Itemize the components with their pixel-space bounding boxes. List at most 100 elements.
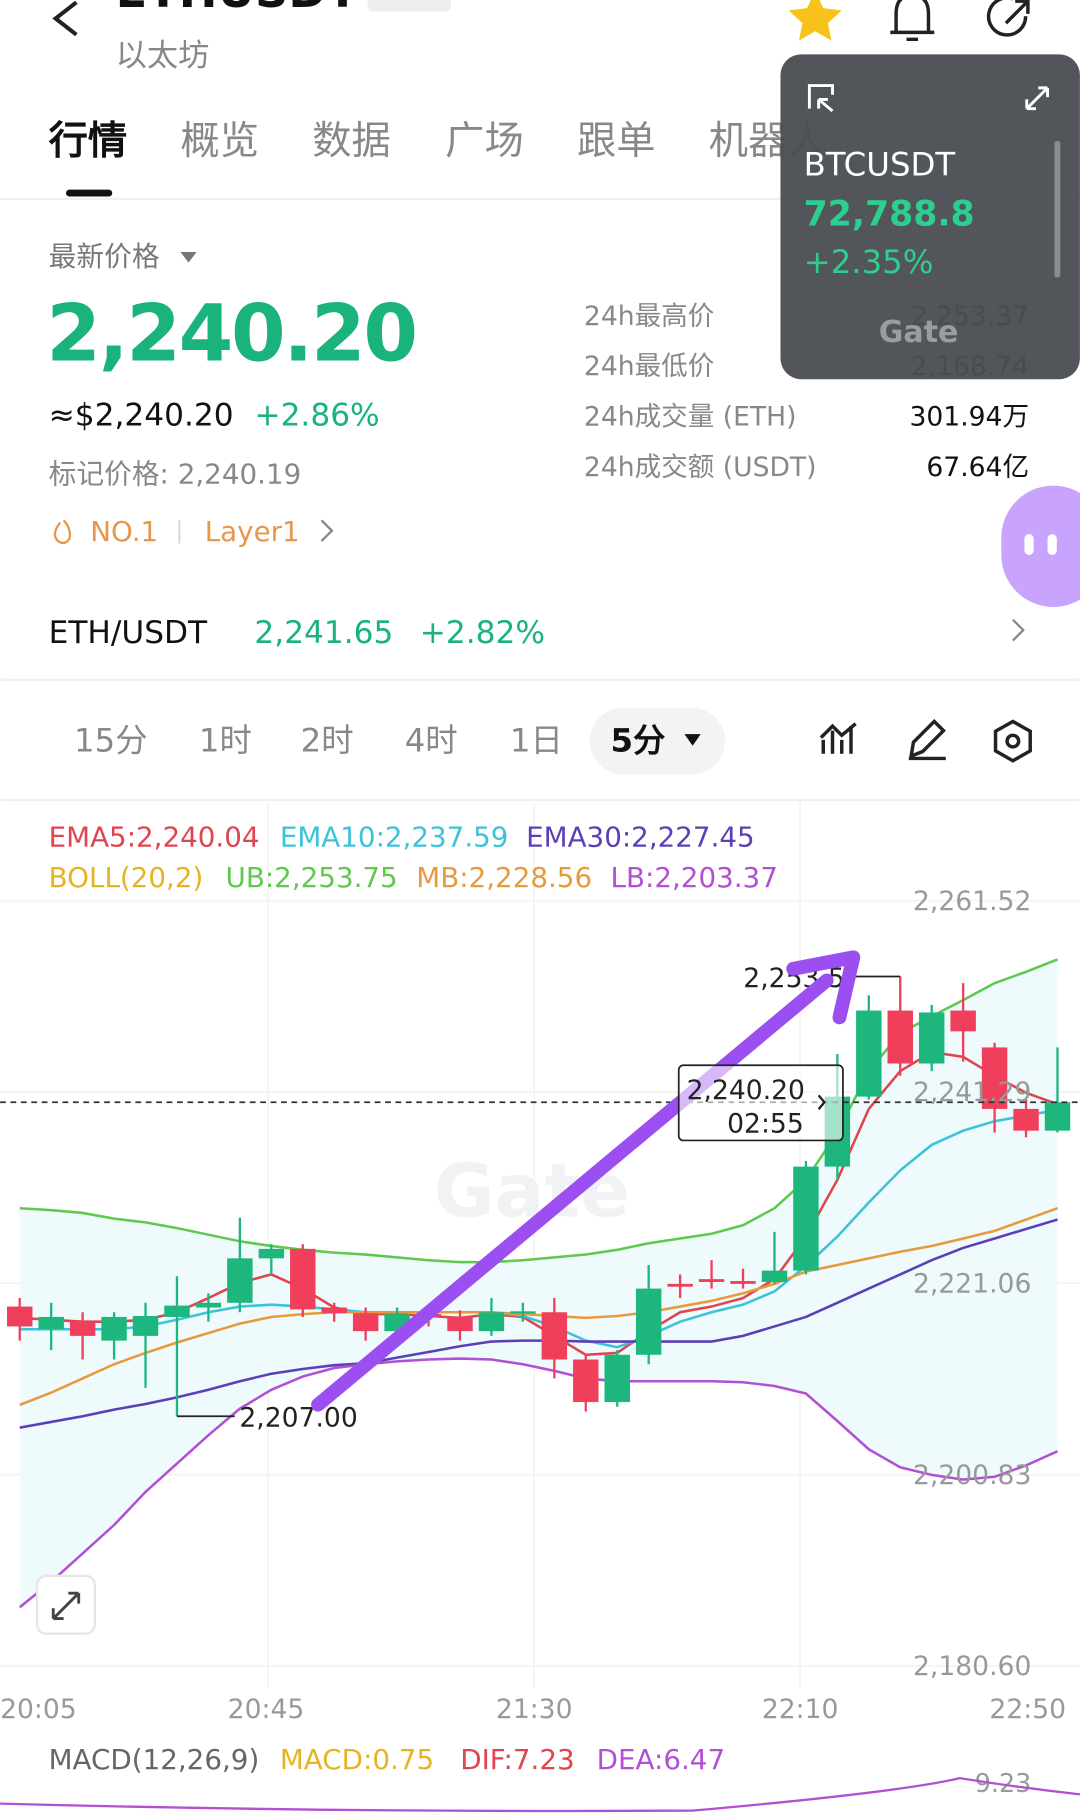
active-interval-pill[interactable] — [589, 707, 725, 775]
x-tick-label: 22:10 — [762, 1694, 839, 1725]
fullscreen-icon — [51, 1591, 81, 1621]
candle-body — [132, 1316, 159, 1336]
y-tick-label: 2,221.06 — [913, 1269, 1031, 1300]
spot-pair[interactable]: ETH/USDT — [49, 615, 208, 651]
price-box-value: 2,240.20 — [687, 1075, 805, 1106]
candle-body — [321, 1307, 347, 1314]
back-button[interactable] — [52, 0, 78, 37]
candle-body — [981, 1047, 1008, 1109]
favorite-icon[interactable] — [788, 0, 842, 41]
tab[interactable]: 概览 — [180, 119, 259, 164]
indicator-line — [19, 1207, 1058, 1407]
alert-icon[interactable] — [890, 0, 935, 42]
macd-dea: DEA:6.47 — [597, 1743, 725, 1776]
sector-tag[interactable]: Layer1 — [205, 515, 300, 548]
stat-value: 67.64亿 — [926, 452, 1029, 483]
stat-label: 24h最高价 — [584, 301, 714, 332]
share-icon[interactable] — [986, 0, 1030, 37]
boll-legend: MB:2,228.56 — [416, 861, 592, 894]
x-tick-label: 20:05 — [0, 1694, 77, 1725]
boll-legend: UB:2,253.75 — [226, 861, 398, 894]
candle-body — [541, 1312, 568, 1360]
x-tick-label: 21:30 — [496, 1694, 573, 1725]
macd-title: MACD(12,26,9) — [49, 1743, 260, 1776]
widget-mini-icon[interactable] — [807, 84, 834, 113]
asset-name: 以太坊 — [116, 38, 210, 74]
y-tick-label: 2,200.83 — [913, 1460, 1031, 1491]
ema-legend: EMA30:2,227.45 — [526, 820, 755, 853]
candle-body — [510, 1311, 536, 1314]
active-interval[interactable]: 5分 — [611, 721, 666, 759]
candle-body — [101, 1316, 127, 1341]
candle-body — [227, 1258, 253, 1303]
candle-body — [290, 1248, 316, 1310]
stat-label: 24h最低价 — [584, 351, 714, 382]
interval[interactable]: 2时 — [301, 721, 354, 759]
assistant-eye — [1047, 534, 1057, 555]
spot-price: 2,241.65 — [254, 615, 393, 651]
candle-body — [1044, 1102, 1071, 1131]
ema-legend: EMA10:2,237.59 — [280, 820, 509, 853]
candle-body — [635, 1288, 662, 1355]
tab[interactable]: 跟单 — [577, 119, 656, 164]
mark-price: 标记价格: 2,240.19 — [49, 457, 302, 490]
candle-body — [7, 1306, 33, 1327]
candle-body — [793, 1166, 819, 1271]
indicator-line — [19, 958, 1058, 1264]
candle-body — [887, 1010, 913, 1064]
last-price: 2,240.20 — [46, 288, 415, 380]
indicator-icon[interactable] — [819, 722, 857, 754]
dropdown-icon — [180, 252, 197, 263]
settings-icon-center — [1005, 733, 1021, 749]
price-box — [677, 1064, 844, 1142]
interval[interactable]: 15分 — [74, 721, 148, 759]
candle-body — [195, 1302, 222, 1308]
candle-body — [856, 1010, 882, 1097]
indicator-line — [19, 1218, 1058, 1429]
rank-tag[interactable]: NO.1 — [90, 515, 158, 548]
indicator-line — [18, 1357, 1059, 1609]
low-label: 2,207.00 — [239, 1403, 357, 1434]
macd-value: MACD:0.75 — [280, 1743, 434, 1776]
price-label[interactable]: 最新价格 — [49, 240, 160, 273]
ema-legend: EMA5:2,240.04 — [49, 820, 260, 853]
interval[interactable]: 1日 — [510, 721, 563, 759]
candle-body — [38, 1316, 64, 1330]
macd-dif: DIF:7.23 — [460, 1743, 574, 1776]
widget-brand: Gate — [879, 315, 959, 350]
candle-body — [258, 1248, 285, 1259]
stat-label: 24h成交额 (USDT) — [584, 452, 817, 483]
tab[interactable]: 广场 — [445, 119, 524, 164]
stat-value: 301.94万 — [909, 401, 1029, 432]
y-tick-label: 2,180.60 — [913, 1651, 1031, 1682]
tab[interactable]: 数据 — [312, 119, 391, 164]
interval[interactable]: 4时 — [405, 721, 458, 759]
x-tick-label: 20:45 — [228, 1694, 305, 1725]
candle-body — [573, 1359, 599, 1403]
interval[interactable]: 1时 — [199, 721, 252, 759]
hot-icon — [53, 519, 72, 545]
scrollbar — [1054, 141, 1061, 278]
chevron — [320, 519, 334, 542]
floating-widget[interactable] — [780, 54, 1080, 380]
assistant-bubble[interactable] — [1001, 485, 1080, 607]
draw-icon[interactable] — [908, 718, 946, 761]
settings-icon[interactable] — [993, 719, 1032, 763]
candle-body — [730, 1281, 756, 1284]
tab[interactable]: 行情 — [49, 119, 128, 164]
widget-change: +2.35% — [804, 243, 934, 281]
candle-body — [69, 1321, 96, 1336]
widget-expand-icon[interactable] — [1025, 86, 1049, 111]
candle-body — [698, 1279, 725, 1282]
arrow-annotation — [311, 973, 834, 1412]
x-tick-label: 22:50 — [989, 1694, 1066, 1725]
candle-body — [352, 1313, 379, 1332]
candle-body — [478, 1312, 505, 1332]
price-change: +2.86% — [254, 397, 379, 433]
chevron[interactable] — [1012, 618, 1025, 642]
dropdown-icon — [684, 734, 701, 746]
candle-body — [1013, 1108, 1039, 1131]
